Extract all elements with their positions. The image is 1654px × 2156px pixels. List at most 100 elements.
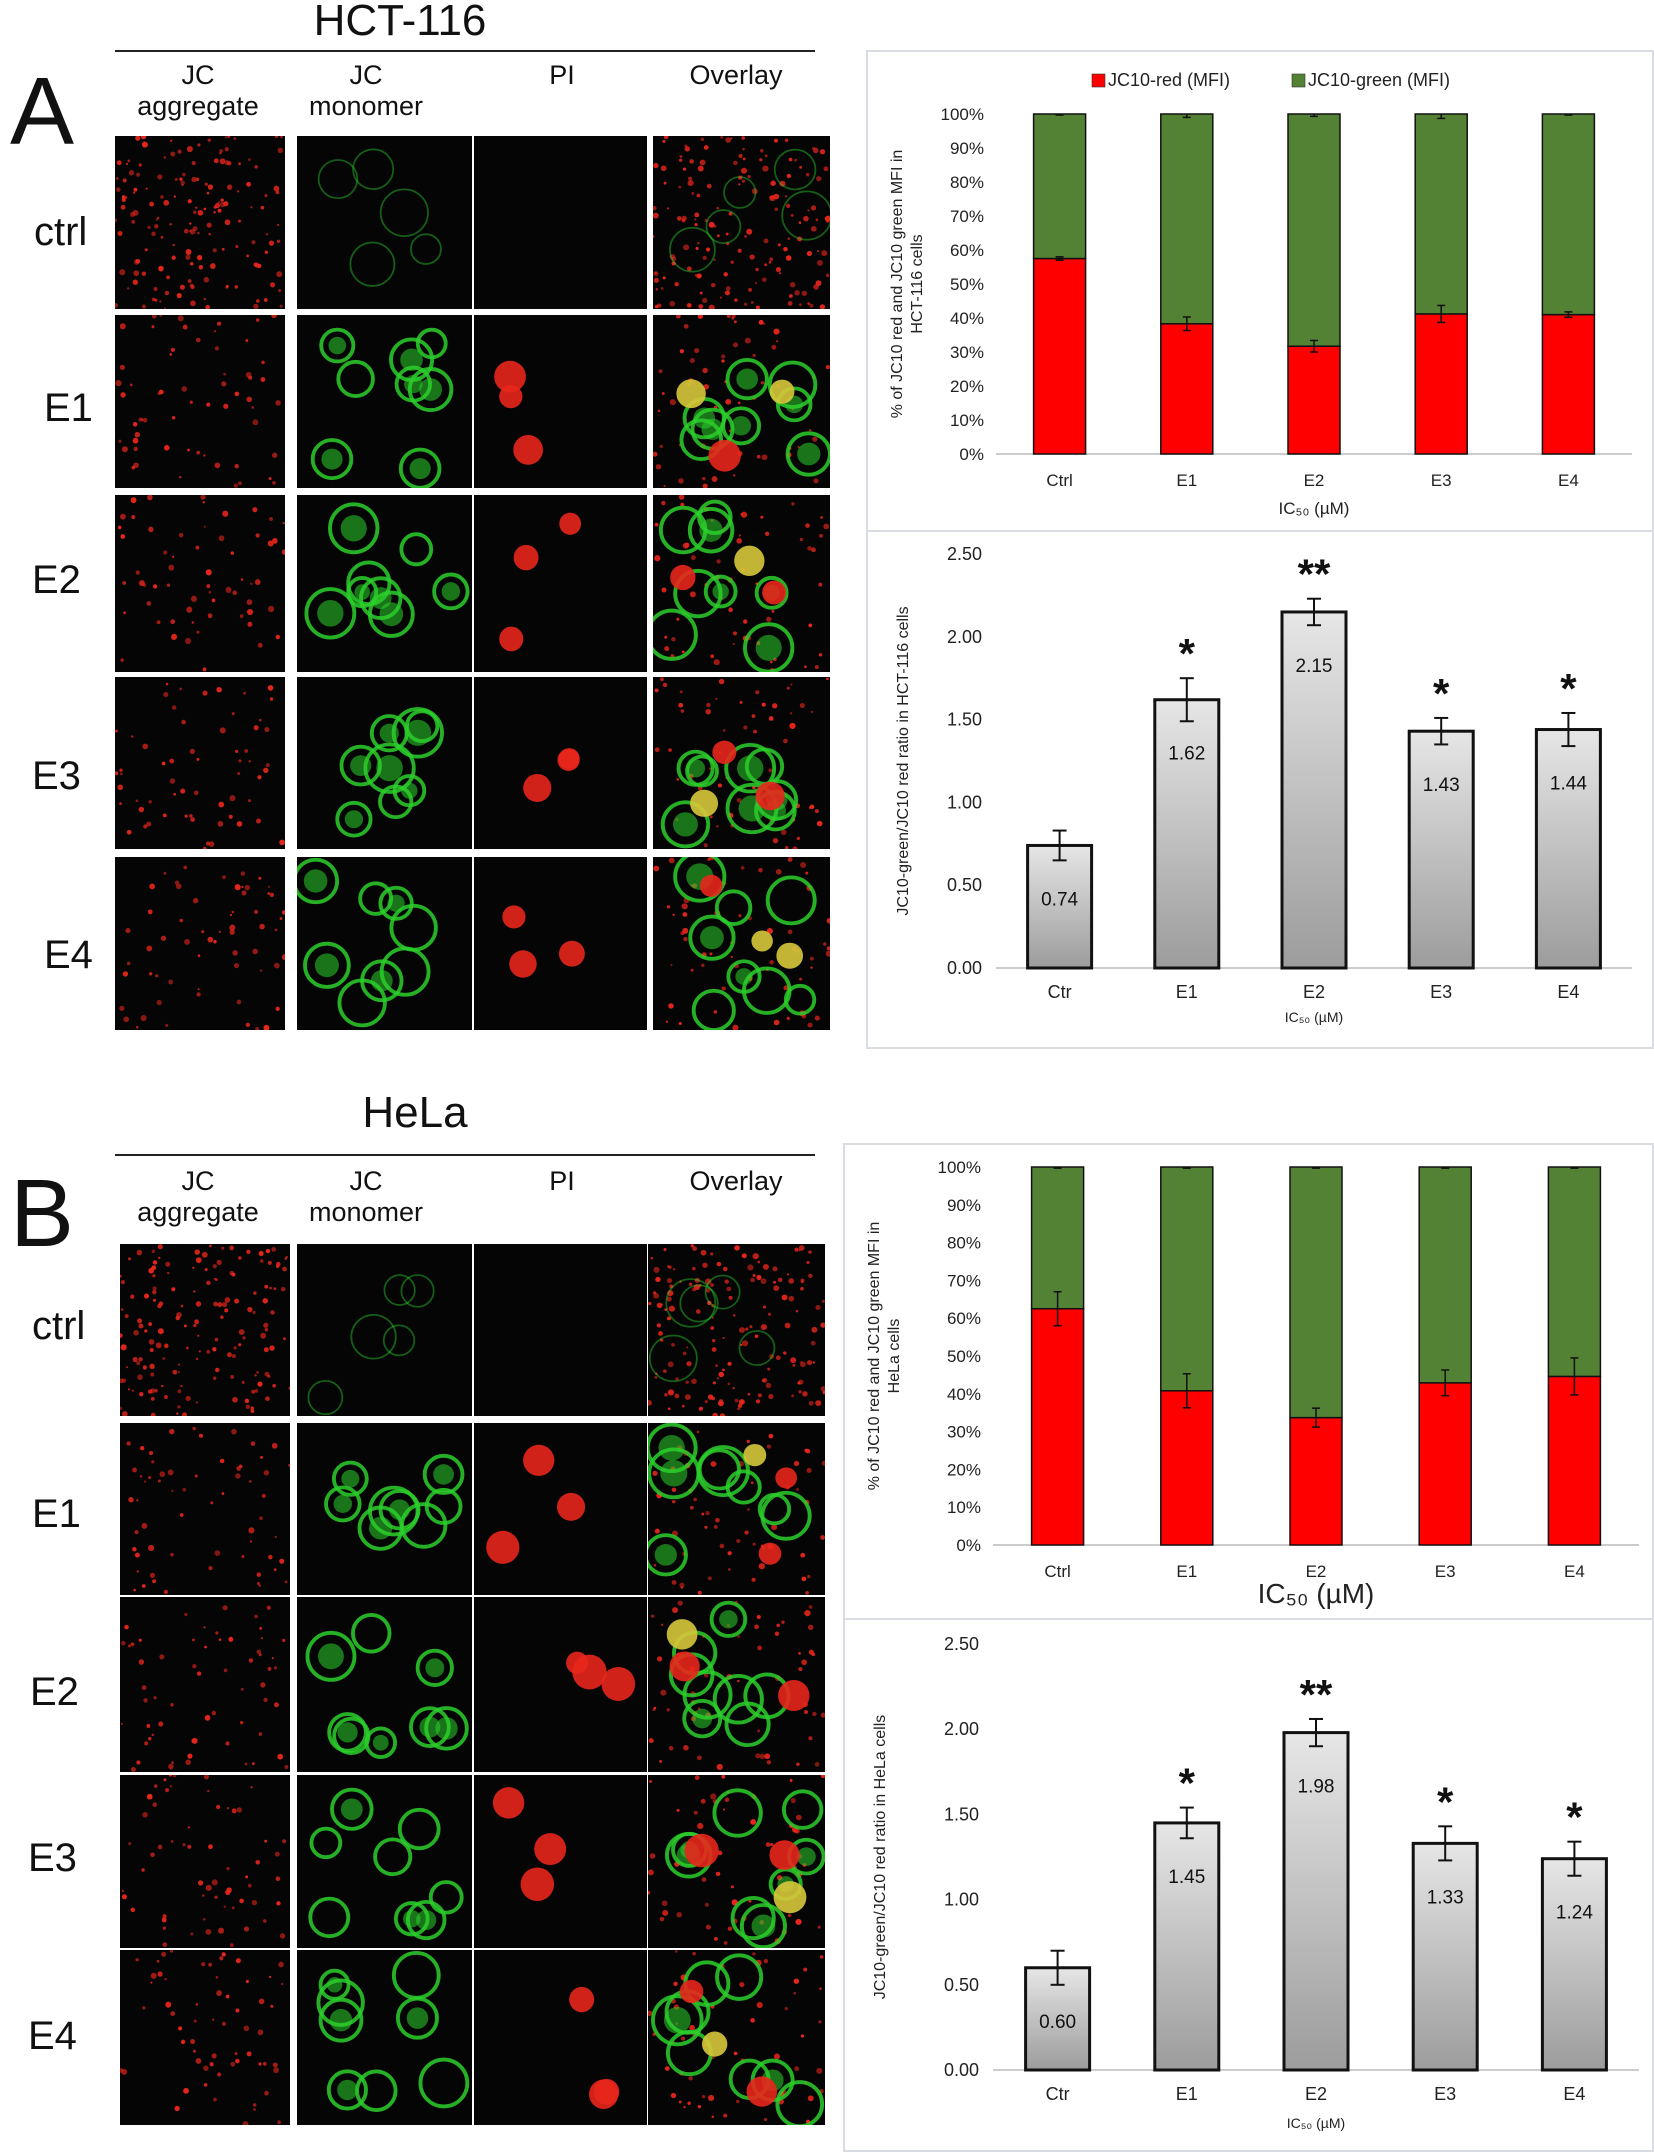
- y-tick-label: 90%: [950, 139, 984, 158]
- micrograph-a-ctrl-jc-aggregate: [115, 136, 285, 309]
- y-tick-label: 40%: [950, 309, 984, 328]
- row-label-e2-b: E2: [30, 1670, 79, 1714]
- micrograph-a-e3-jc-monomer: [297, 677, 472, 849]
- data-label: 1.44: [1550, 774, 1587, 795]
- micrograph-b-ctrl-overlay: [648, 1244, 825, 1416]
- bar-red-E1: [1160, 1390, 1214, 1546]
- bar-green-E4: [1547, 1166, 1602, 1378]
- legend-swatch-red: [1091, 73, 1106, 88]
- micrograph-b-ctrl-jc-monomer: [297, 1244, 472, 1416]
- micrograph-a-ctrl-pi: [474, 136, 647, 309]
- row-label-e4-a: E4: [44, 933, 93, 977]
- micrograph-image: [474, 1244, 647, 1416]
- micrograph-image: [474, 857, 647, 1030]
- micrograph-image: [653, 495, 830, 672]
- micrograph-b-e2-jc-aggregate: [120, 1597, 290, 1772]
- y-tick-label: 0.50: [947, 875, 982, 895]
- micrograph-image: [648, 1950, 825, 2125]
- ratio-bar-Ctr: [1026, 843, 1094, 970]
- micrograph-image: [115, 136, 285, 309]
- micrograph-image: [120, 1244, 290, 1416]
- micrograph-b-e4-jc-aggregate: [120, 1950, 290, 2125]
- significance-marker: *: [1437, 1778, 1454, 1825]
- data-label: 1.33: [1427, 1887, 1464, 1908]
- micrograph-image: [474, 1597, 647, 1772]
- x-tick-label: E4: [1558, 471, 1579, 490]
- significance-marker: *: [1566, 1794, 1583, 1841]
- micrograph-image: [297, 315, 472, 488]
- bar-red-E2: [1289, 1416, 1343, 1546]
- bar-red-E3: [1418, 1382, 1472, 1546]
- y-axis-label-line: HCT-116 cells: [909, 234, 926, 333]
- micrograph-image: [297, 857, 472, 1030]
- y-tick-label: 10%: [950, 411, 984, 430]
- x-axis-label: IC₅₀ (µM): [1287, 2115, 1345, 2131]
- row-label-e1-b: E1: [32, 1492, 81, 1536]
- row-label-e1-a: E1: [44, 386, 93, 430]
- panel-a-title: HCT-116: [313, 0, 487, 45]
- micrograph-image: [297, 1775, 472, 1948]
- significance-marker: *: [1179, 630, 1196, 677]
- micrograph-image: [474, 1950, 647, 2125]
- ratio-bar-E1: [1153, 1821, 1221, 2072]
- micrograph-a-ctrl-overlay: [653, 136, 830, 309]
- row-label-e2-a: E2: [32, 558, 81, 602]
- y-tick-label: 2.50: [944, 1634, 979, 1654]
- y-tick-label: 1.50: [944, 1804, 979, 1824]
- micrograph-image: [648, 1423, 825, 1595]
- chart-b-ratio-frame: 0.00 0.50 1.00 1.50 2.00 2.50 0.60 Ctr 1.45 * E1 1.…: [843, 1618, 1654, 2152]
- micrograph-image: [115, 857, 285, 1030]
- micrograph-b-ctrl-pi: [474, 1244, 647, 1416]
- significance-marker: *: [1433, 670, 1450, 717]
- micrograph-image: [648, 1244, 825, 1416]
- x-tick-label: E1: [1176, 1562, 1197, 1581]
- x-axis-label: IC₅₀ (µM): [1258, 1578, 1375, 1609]
- micrograph-image: [648, 1775, 825, 1948]
- y-tick-label: 10%: [947, 1498, 981, 1517]
- col-head-jc-monomer-b: JC monomer: [308, 1166, 424, 1227]
- micrograph-a-e2-pi: [474, 495, 647, 672]
- ratio-bar-E4: [1540, 1857, 1608, 2072]
- col-head-overlay-a: Overlay: [689, 60, 783, 90]
- ratio-bar-E3: [1411, 1841, 1479, 2072]
- row-label-e3-b: E3: [28, 1836, 77, 1880]
- micrograph-b-e3-jc-monomer: [297, 1775, 472, 1948]
- x-tick-label: E2: [1303, 982, 1325, 1002]
- micrograph-b-e3-overlay: [648, 1775, 825, 1948]
- micrograph-a-e1-jc-aggregate: [115, 315, 285, 488]
- panel-b-title: HeLa: [362, 1088, 468, 1137]
- bar-red-Ctrl: [1032, 257, 1087, 455]
- y-tick-label: 20%: [950, 377, 984, 396]
- bar-green-E3: [1418, 1166, 1472, 1384]
- col-head-pi-a: PI: [549, 60, 575, 90]
- micrograph-image: [474, 495, 647, 672]
- y-tick-label: 0%: [956, 1536, 981, 1555]
- micrograph-image: [120, 1775, 290, 1948]
- bar-green-Ctrl: [1030, 1166, 1085, 1310]
- micrograph-b-e1-overlay: [648, 1423, 825, 1595]
- micrograph-b-e2-jc-monomer: [297, 1597, 472, 1772]
- bar-red-Ctrl: [1030, 1308, 1085, 1546]
- y-tick-label: 60%: [947, 1309, 981, 1328]
- micrograph-b-e1-jc-monomer: [297, 1423, 472, 1595]
- x-tick-label: Ctr: [1046, 2084, 1070, 2104]
- micrograph-image: [653, 857, 830, 1030]
- micrograph-a-e1-jc-monomer: [297, 315, 472, 488]
- x-tick-label: E4: [1564, 1562, 1585, 1581]
- bar-green-E4: [1541, 113, 1596, 316]
- data-label: 0.74: [1041, 889, 1078, 910]
- micrograph-image: [297, 1244, 472, 1416]
- y-tick-label: 2.00: [947, 627, 982, 647]
- micrograph-image: [474, 1775, 647, 1948]
- bar-green-E1: [1160, 113, 1214, 325]
- y-tick-label: 100%: [941, 105, 984, 124]
- x-tick-label: E4: [1557, 982, 1579, 1002]
- data-label: 1.98: [1298, 1777, 1335, 1798]
- y-tick-label: 0.00: [944, 2060, 979, 2080]
- micrograph-a-e4-jc-aggregate: [115, 857, 285, 1030]
- y-tick-label: 1.00: [947, 792, 982, 812]
- micrograph-image: [120, 1950, 290, 2125]
- x-tick-label: Ctrl: [1044, 1562, 1070, 1581]
- y-axis-label-line: % of JC10 red and JC10 green MFI in: [866, 1222, 883, 1491]
- col-head-jc-aggregate-a: JC aggregate: [137, 60, 259, 121]
